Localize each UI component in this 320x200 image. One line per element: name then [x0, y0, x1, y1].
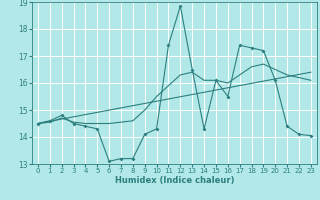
X-axis label: Humidex (Indice chaleur): Humidex (Indice chaleur): [115, 176, 234, 185]
